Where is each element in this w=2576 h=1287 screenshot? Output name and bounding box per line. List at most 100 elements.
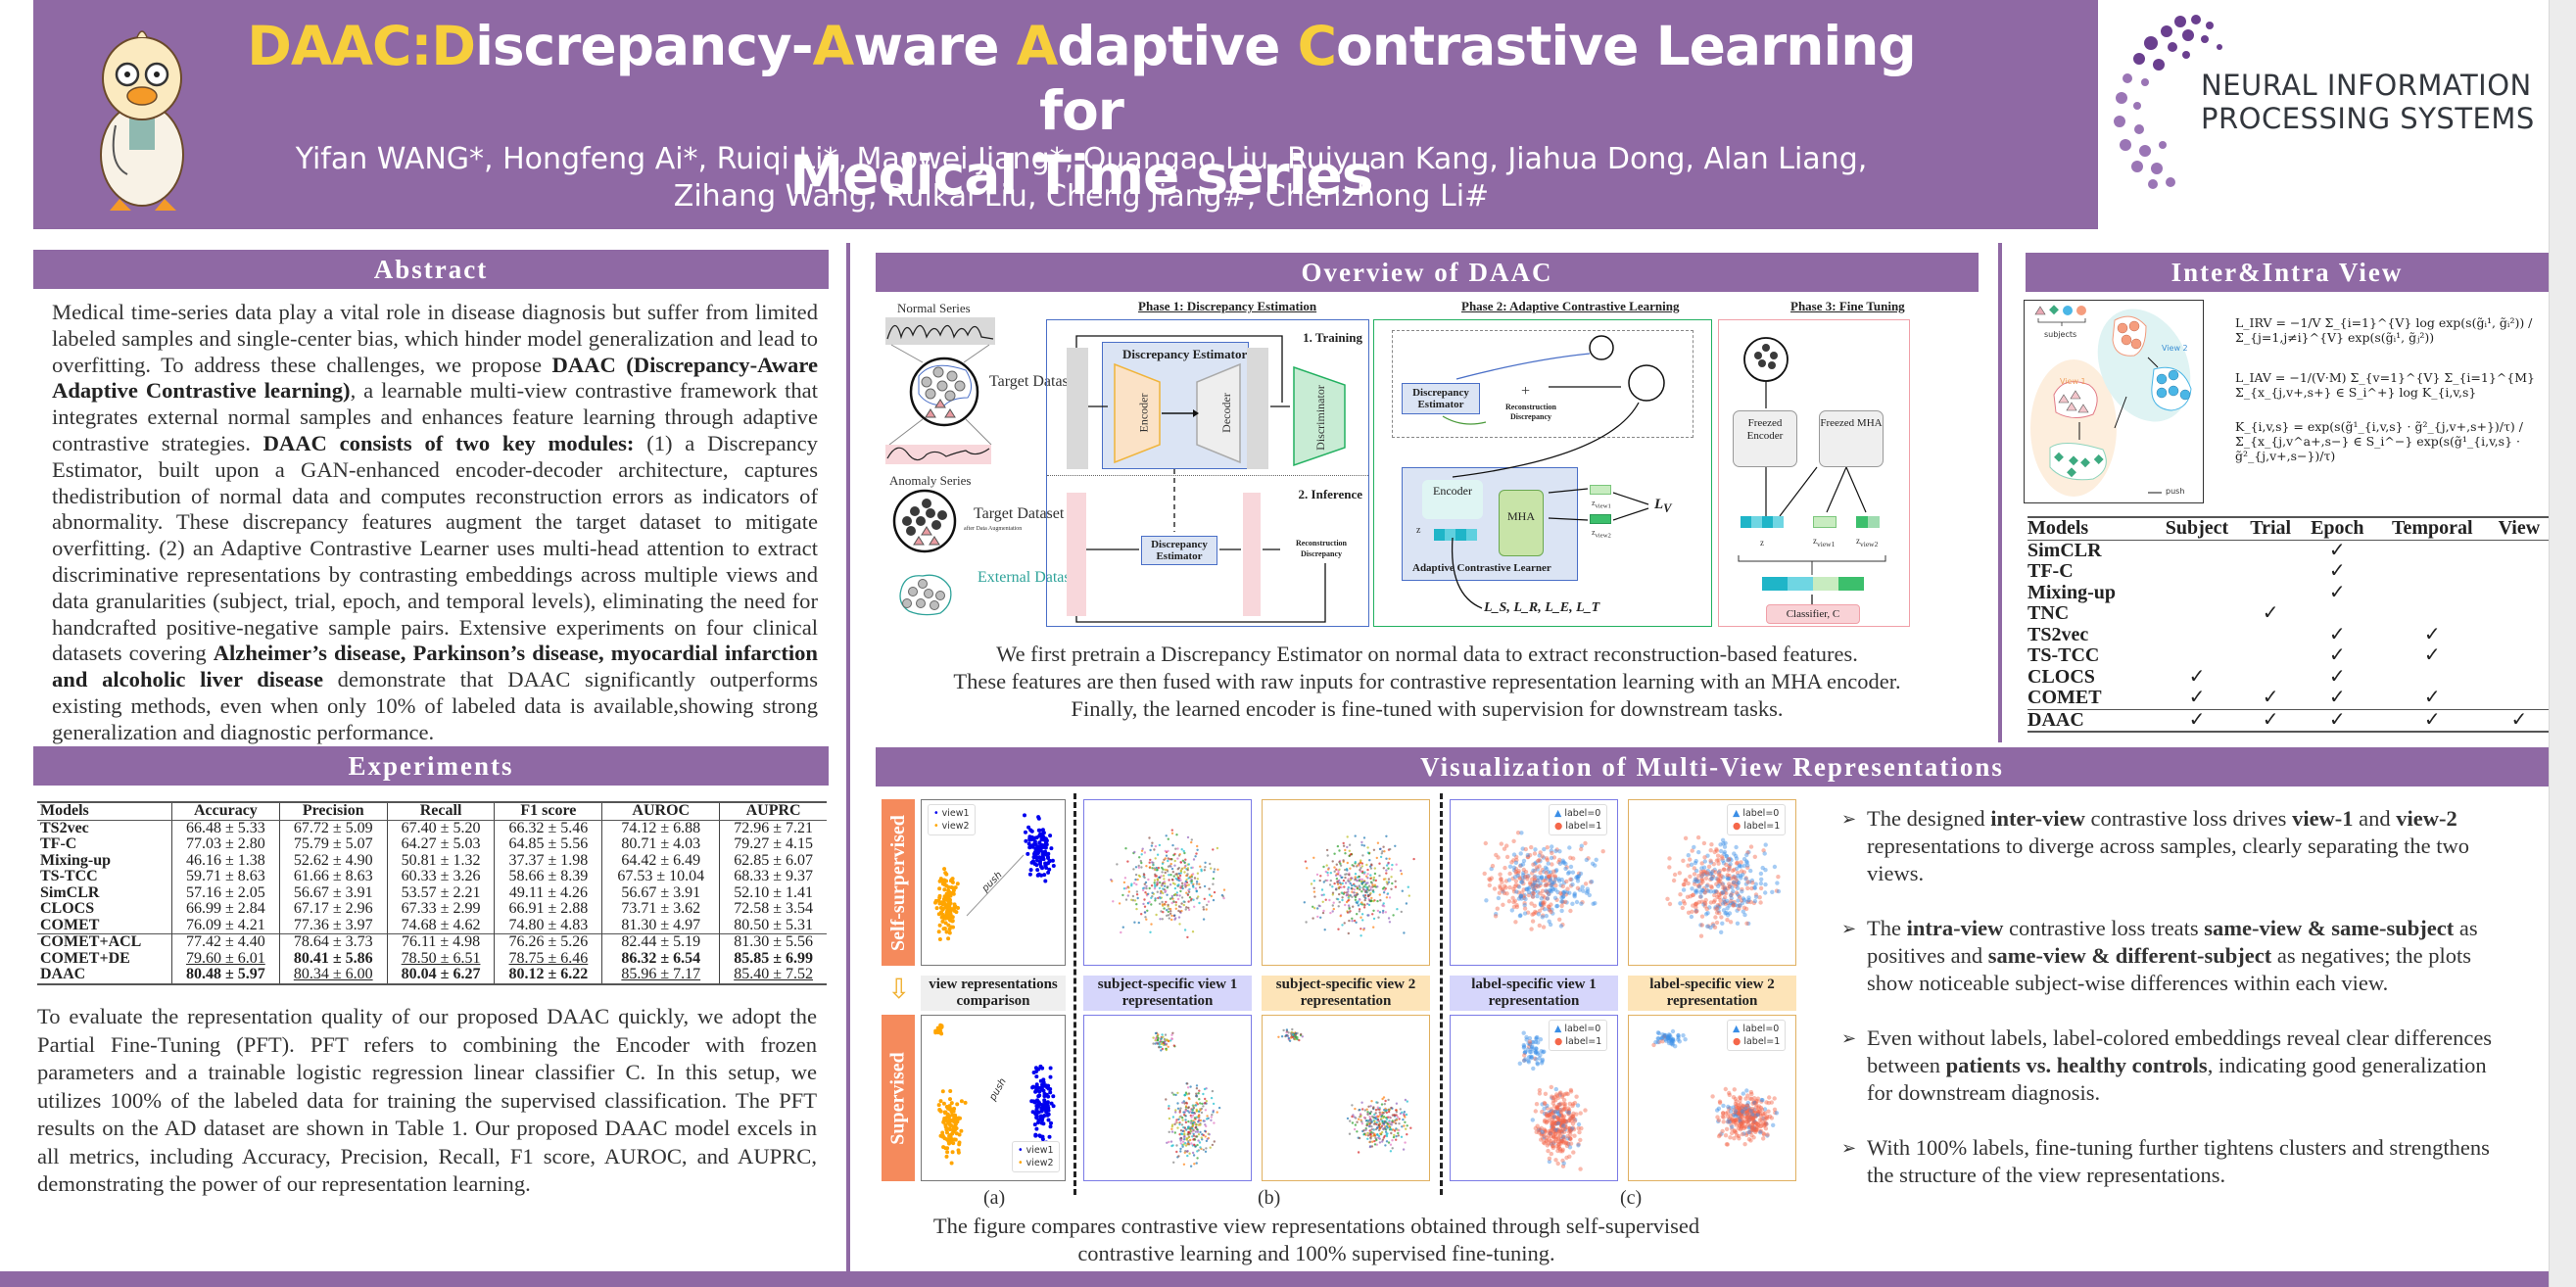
scatter-point bbox=[1160, 1037, 1163, 1040]
caption-line: contrastive learning and 100% supervised… bbox=[1077, 1241, 1555, 1265]
scatter-point bbox=[1701, 872, 1706, 877]
scatter-point bbox=[1042, 1114, 1047, 1118]
scatter-point bbox=[1748, 844, 1754, 849]
scatter-point bbox=[1517, 875, 1522, 880]
scatter-point bbox=[1574, 875, 1579, 881]
caption-line: These features are then fused with raw i… bbox=[953, 669, 1901, 693]
duck-doctor-mascot-icon bbox=[100, 30, 184, 211]
scatter-point bbox=[1170, 1033, 1173, 1036]
scatter-point bbox=[1360, 1122, 1364, 1125]
scatter-point bbox=[1550, 1126, 1554, 1131]
scatter-point bbox=[942, 887, 947, 892]
scatter-point bbox=[1522, 903, 1527, 908]
scatter-point bbox=[1548, 1130, 1552, 1135]
scatter-point bbox=[1156, 1042, 1160, 1045]
table-cell: 67.53 ± 10.04 bbox=[601, 868, 720, 885]
scatter-point bbox=[1177, 877, 1180, 880]
title-text: ontrastive Learning for bbox=[1039, 15, 1917, 142]
scatter-point bbox=[1549, 1133, 1553, 1139]
scatter-point bbox=[1375, 1122, 1378, 1126]
scatter-point bbox=[1741, 896, 1746, 901]
scatter-point bbox=[1693, 902, 1698, 907]
check-icon: ✓ bbox=[2328, 581, 2346, 603]
scatter-point bbox=[1567, 845, 1572, 850]
scatter-point bbox=[1558, 1090, 1563, 1095]
scatter-point bbox=[1171, 1116, 1175, 1119]
scatter-point bbox=[1337, 886, 1340, 889]
scatter-point bbox=[1722, 895, 1728, 900]
scatter-point bbox=[1746, 1108, 1751, 1113]
scatter-point bbox=[1547, 1110, 1551, 1116]
scatter-point bbox=[1766, 1100, 1771, 1106]
scatter-point bbox=[947, 891, 952, 896]
scatter-point bbox=[1565, 1133, 1570, 1139]
scatter-point bbox=[1153, 848, 1156, 851]
scatter-point bbox=[1537, 864, 1542, 869]
scatter-point bbox=[1182, 1163, 1186, 1166]
scatter-point bbox=[1550, 1130, 1556, 1135]
scatter-point bbox=[1583, 1108, 1588, 1113]
scatter-point bbox=[1152, 1042, 1155, 1045]
scatter-point bbox=[1371, 1107, 1375, 1110]
scatter-point bbox=[1187, 1135, 1191, 1139]
metric-value: 74.80 ± 4.83 bbox=[508, 916, 589, 933]
scatter-point bbox=[1533, 1109, 1538, 1114]
scatter-point bbox=[1186, 893, 1190, 896]
scatter-point bbox=[1187, 883, 1190, 886]
scatter-point bbox=[1693, 890, 1698, 895]
abstract-text: Medical time-series data play a vital ro… bbox=[52, 300, 818, 746]
scatter-point bbox=[1537, 853, 1542, 858]
scatter-point bbox=[1532, 875, 1537, 880]
scatter-point bbox=[1550, 1123, 1555, 1128]
scatter-point bbox=[1171, 843, 1174, 847]
scatter-point bbox=[1532, 879, 1538, 883]
scatter-point bbox=[1499, 877, 1503, 882]
scatter-point bbox=[1746, 1118, 1751, 1122]
scatter-point bbox=[1538, 881, 1543, 885]
scatter-point bbox=[1551, 869, 1556, 874]
scatter-point bbox=[1584, 890, 1590, 895]
scatter-point bbox=[1738, 1112, 1743, 1117]
scatter-point bbox=[1196, 1103, 1199, 1106]
scatter-point bbox=[1557, 1108, 1563, 1113]
scatter-point bbox=[1721, 1115, 1726, 1120]
scatter-point bbox=[1040, 866, 1044, 871]
scatter-point bbox=[1556, 1144, 1562, 1150]
scatter-point bbox=[1391, 1120, 1394, 1122]
scatter-point bbox=[1294, 1031, 1298, 1035]
table-cell: 67.40 ± 5.20 bbox=[386, 820, 495, 836]
scatter-point bbox=[1734, 1112, 1740, 1117]
scatter-point bbox=[1741, 1125, 1746, 1131]
scatter-point bbox=[1527, 1039, 1533, 1044]
scatter-point bbox=[947, 930, 952, 935]
scatter-point bbox=[1167, 885, 1169, 888]
scatter-point bbox=[1034, 1108, 1039, 1113]
vertical-scrollbar[interactable] bbox=[2549, 0, 2576, 1287]
scatter-point bbox=[1564, 1091, 1569, 1096]
scatter-point bbox=[1739, 1111, 1744, 1116]
scatter-point bbox=[1715, 1108, 1720, 1113]
scatter-point bbox=[1391, 863, 1394, 867]
scatter-point bbox=[1200, 1136, 1203, 1139]
scatter-point bbox=[1362, 836, 1366, 839]
scatter-point bbox=[1142, 902, 1145, 906]
scatter-point bbox=[1670, 1038, 1675, 1044]
empty-cell bbox=[2375, 540, 2490, 561]
visualization-bullets: ➢ The designed inter-view contrastive los… bbox=[1841, 805, 2507, 1216]
scatter-point bbox=[1545, 1103, 1550, 1109]
scatter-point bbox=[1693, 908, 1698, 914]
scatter-point bbox=[1412, 857, 1415, 861]
scatter-point bbox=[1362, 929, 1365, 931]
scatter-point bbox=[1717, 872, 1722, 877]
scatter-point bbox=[1748, 1089, 1754, 1095]
scatter-point bbox=[1389, 1143, 1393, 1146]
legend-view2: view2 bbox=[941, 821, 970, 832]
scatter-point bbox=[1556, 1141, 1561, 1147]
scatter-point bbox=[1185, 1102, 1189, 1105]
scatter-point bbox=[1764, 1100, 1769, 1105]
scatter-point bbox=[1562, 1104, 1567, 1109]
scatter-point bbox=[1195, 1116, 1198, 1119]
scatter-point bbox=[1699, 861, 1704, 866]
scatter-point bbox=[959, 1128, 964, 1133]
scatter-point bbox=[1160, 1042, 1164, 1046]
